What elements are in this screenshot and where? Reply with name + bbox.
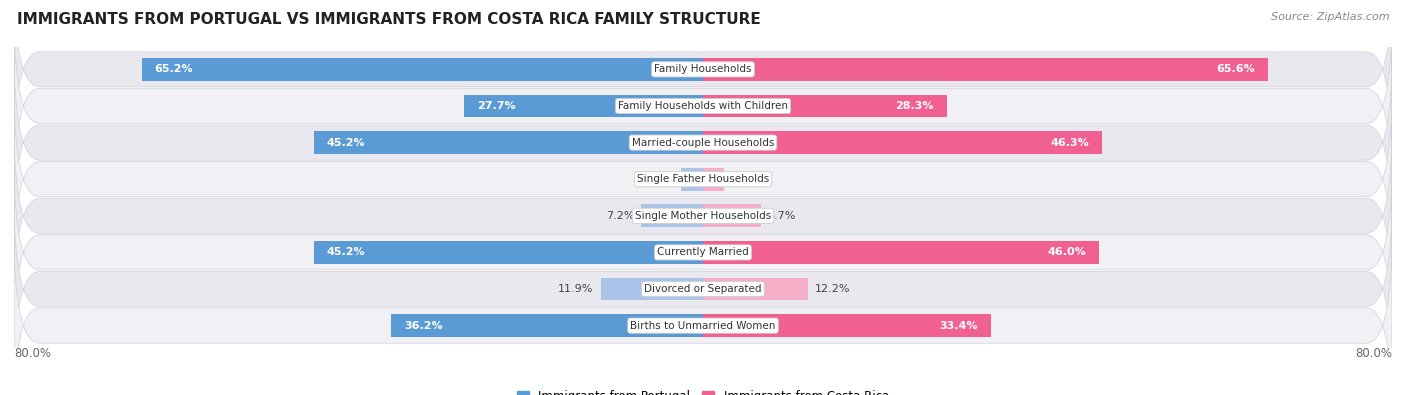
Text: Single Father Households: Single Father Households <box>637 174 769 184</box>
Text: 11.9%: 11.9% <box>558 284 593 294</box>
FancyBboxPatch shape <box>14 0 1392 162</box>
Text: Family Households: Family Households <box>654 64 752 74</box>
Bar <box>142 58 703 81</box>
Bar <box>314 131 703 154</box>
Bar <box>391 314 703 337</box>
Text: 12.2%: 12.2% <box>815 284 851 294</box>
FancyBboxPatch shape <box>14 233 1392 395</box>
Text: 33.4%: 33.4% <box>939 321 977 331</box>
Text: 7.2%: 7.2% <box>606 211 634 221</box>
Text: Divorced or Separated: Divorced or Separated <box>644 284 762 294</box>
Bar <box>703 314 991 337</box>
Bar <box>464 95 703 117</box>
Text: Source: ZipAtlas.com: Source: ZipAtlas.com <box>1271 12 1389 22</box>
Text: 45.2%: 45.2% <box>326 137 366 148</box>
FancyBboxPatch shape <box>14 14 1392 198</box>
Text: 65.2%: 65.2% <box>155 64 193 74</box>
FancyBboxPatch shape <box>14 160 1392 345</box>
FancyBboxPatch shape <box>14 87 1392 271</box>
Bar <box>703 241 1099 264</box>
FancyBboxPatch shape <box>14 124 1392 308</box>
Text: 2.6%: 2.6% <box>645 174 673 184</box>
Text: IMMIGRANTS FROM PORTUGAL VS IMMIGRANTS FROM COSTA RICA FAMILY STRUCTURE: IMMIGRANTS FROM PORTUGAL VS IMMIGRANTS F… <box>17 12 761 27</box>
Bar <box>600 278 703 300</box>
FancyBboxPatch shape <box>14 197 1392 381</box>
Bar <box>703 168 724 190</box>
Text: 28.3%: 28.3% <box>896 101 934 111</box>
Bar <box>703 278 808 300</box>
Text: Single Mother Households: Single Mother Households <box>636 211 770 221</box>
Bar <box>641 205 703 227</box>
Bar <box>314 241 703 264</box>
Text: Currently Married: Currently Married <box>657 247 749 258</box>
Bar <box>681 168 703 190</box>
Bar <box>703 205 761 227</box>
Text: 27.7%: 27.7% <box>478 101 516 111</box>
Text: Births to Unmarried Women: Births to Unmarried Women <box>630 321 776 331</box>
Text: 65.6%: 65.6% <box>1216 64 1256 74</box>
Text: 80.0%: 80.0% <box>1355 347 1392 360</box>
Text: 6.7%: 6.7% <box>768 211 796 221</box>
Bar <box>703 95 946 117</box>
Legend: Immigrants from Portugal, Immigrants from Costa Rica: Immigrants from Portugal, Immigrants fro… <box>513 385 893 395</box>
Text: 80.0%: 80.0% <box>14 347 51 360</box>
Text: Family Households with Children: Family Households with Children <box>619 101 787 111</box>
FancyBboxPatch shape <box>14 50 1392 235</box>
Text: 2.4%: 2.4% <box>731 174 759 184</box>
Text: 46.3%: 46.3% <box>1050 137 1088 148</box>
Bar <box>703 58 1268 81</box>
Text: Married-couple Households: Married-couple Households <box>631 137 775 148</box>
Bar <box>703 131 1102 154</box>
Text: 36.2%: 36.2% <box>404 321 443 331</box>
Text: 46.0%: 46.0% <box>1047 247 1087 258</box>
Text: 45.2%: 45.2% <box>326 247 366 258</box>
